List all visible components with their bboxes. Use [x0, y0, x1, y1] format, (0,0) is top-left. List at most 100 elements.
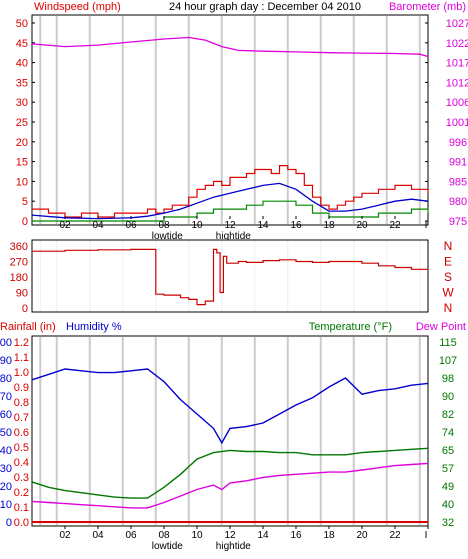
rain-tick-label: 0.6	[14, 427, 29, 439]
wind-tick-label: 5	[22, 196, 28, 208]
rain-tick-label: 0.7	[14, 412, 29, 424]
humidity-tick-label: 30	[0, 463, 12, 475]
x-tick-label: 16	[290, 220, 302, 231]
rain-tick-label: 0.1	[14, 502, 29, 514]
rain-tick-label: 0.9	[14, 382, 29, 394]
rain-tick-label: 1.1	[14, 352, 29, 364]
x-tick-label: 14	[257, 530, 269, 541]
barometer-tick-label: 975	[449, 216, 467, 228]
barometer-tick-label: 1017	[446, 58, 468, 70]
x-tick-label: 06	[125, 220, 137, 231]
temperature-tick-label: 115	[439, 337, 457, 349]
x-tick-label: 08	[158, 220, 170, 231]
barometer-tick-label: 985	[449, 176, 467, 188]
humidity-tick-label: 40	[0, 445, 12, 457]
humidity-tick-label: 70	[0, 391, 12, 403]
dewpoint-line	[31, 462, 429, 509]
wind-tick-label: 40	[16, 58, 28, 70]
wind-tick-label: 35	[16, 77, 28, 89]
x-tick-label: 02	[59, 530, 71, 541]
humidity-tick-label: 80	[0, 373, 12, 385]
barometer-tick-label: 1022	[446, 38, 468, 50]
barometer-tick-label: 1001	[446, 117, 468, 129]
x-tick-label: 10	[191, 530, 203, 541]
lowtide-label: lowtide	[152, 541, 184, 552]
x-tick-label: 18	[323, 220, 335, 231]
x-tick-label: 02	[59, 220, 71, 231]
humidity-tick-label: 90	[0, 355, 12, 367]
x-tick-label: 14	[257, 220, 269, 231]
wind-tick-label: 0	[22, 216, 28, 228]
compass-tick-label: E	[444, 255, 452, 269]
x-tick-label: 06	[125, 530, 137, 541]
temperature-tick-label: 65	[442, 445, 454, 457]
rain-tick-label: 1.0	[14, 367, 29, 379]
x-tick-label: 22	[389, 530, 401, 541]
temperature-tick-label: 74	[442, 427, 454, 439]
rain-tick-label: 0.3	[14, 472, 29, 484]
lowtide-label: lowtide	[152, 231, 184, 242]
rain-tick-label: 0.0	[14, 517, 29, 529]
hightide-label: hightide	[216, 231, 251, 242]
wind-tick-label: 25	[16, 117, 28, 129]
direction-tick-label: 0	[22, 303, 28, 315]
humidity-tick-label: 0	[6, 517, 12, 529]
wind-plot-area	[31, 14, 429, 226]
direction-tick-label: 360	[10, 241, 28, 253]
temperature-line	[31, 447, 429, 499]
humidity-tick-label: 100	[0, 337, 12, 349]
direction-plot-area	[31, 239, 429, 313]
rain-tick-label: 0.4	[14, 457, 29, 469]
wind-tick-label: 30	[16, 97, 28, 109]
windspeed-line	[32, 165, 429, 218]
temperature-tick-label: 57	[442, 463, 454, 475]
x-tick-label: 12	[224, 220, 236, 231]
barometer-tick-label: 991	[449, 157, 467, 169]
wind-tick-label: 50	[16, 18, 28, 30]
wind-tick-label: 10	[16, 176, 28, 188]
rain-tick-label: 0.8	[14, 397, 29, 409]
temperature-tick-label: 40	[442, 499, 454, 511]
humidity-axis-label: Humidity %	[66, 321, 122, 333]
barometer-tick-label: 1006	[446, 97, 468, 109]
compass-tick-label: N	[444, 239, 453, 253]
x-tick-label: 08	[158, 530, 170, 541]
humidity-tick-label: 50	[0, 427, 12, 439]
x-tick-label: 20	[356, 220, 368, 231]
x-tick-label: 18	[323, 530, 335, 541]
x-tick-label: 16	[290, 530, 302, 541]
humidity-tick-label: 60	[0, 409, 12, 421]
temperature-tick-label: 32	[442, 517, 454, 529]
wind-axis-label: Windspeed (mph)	[34, 1, 121, 13]
temperature-tick-label: 82	[442, 409, 454, 421]
wind-tick-label: 45	[16, 38, 28, 50]
temperature-tick-label: 107	[439, 355, 457, 367]
humidity-line	[31, 368, 429, 445]
barometer-tick-label: 996	[449, 137, 467, 149]
direction-tick-label: 90	[16, 288, 28, 300]
temperature-tick-label: 98	[442, 373, 454, 385]
temperature-tick-label: 49	[442, 481, 454, 493]
humidity-plot-area	[31, 335, 429, 527]
rain-axis-label: Rainfall (in)	[0, 321, 56, 333]
wind-barometer-panel: Windspeed (mph) 24 hour graph day : Dece…	[16, 1, 468, 242]
barometer-tick-label: 1012	[446, 77, 468, 89]
compass-tick-label: S	[444, 270, 452, 284]
x-tick-label: 20	[356, 530, 368, 541]
barometer-line	[31, 36, 429, 58]
x-tick-label: I	[425, 220, 428, 231]
x-tick-label: 04	[92, 530, 104, 541]
barometer-tick-label: 1027	[446, 18, 468, 30]
wind-tick-label: 20	[16, 137, 28, 149]
x-tick-label: 12	[224, 530, 236, 541]
barometer-tick-label: 980	[449, 196, 467, 208]
humidity-tick-label: 10	[0, 499, 12, 511]
gust-line	[32, 200, 429, 222]
humidity-tick-label: 20	[0, 481, 12, 493]
x-tick-label: 22	[389, 220, 401, 231]
rain-tick-label: 0.2	[14, 487, 29, 499]
rain-tick-label: 1.2	[14, 337, 29, 349]
